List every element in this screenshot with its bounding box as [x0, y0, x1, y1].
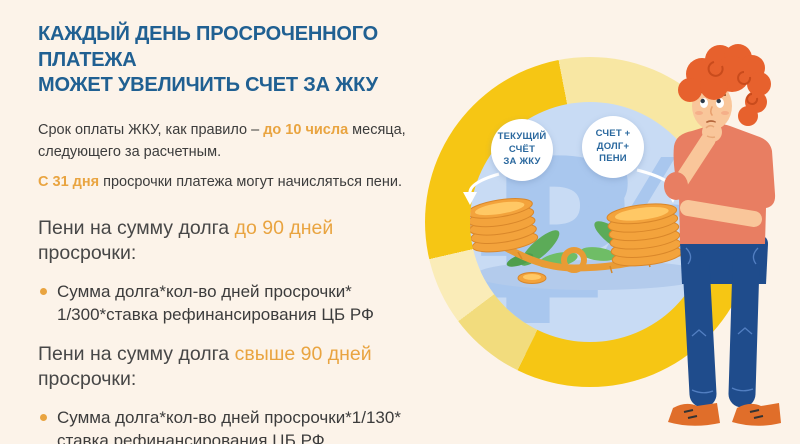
text-column: КАЖДЫЙ ДЕНЬ ПРОСРОЧЕННОГО ПЛАТЕЖА МОЖЕТ … [38, 22, 478, 444]
badge-left-line2: СЧЁТ [508, 143, 536, 155]
character-shirt [673, 124, 776, 244]
title-line-2: МОЖЕТ УВЕЛИЧИТЬ СЧЕТ ЗА ЖКУ [38, 74, 378, 97]
fallen-coin [517, 272, 547, 284]
badge-left-line3: ЗА ЖКУ [503, 156, 541, 168]
coin-stack-left [470, 198, 539, 253]
formula2-line2: ставка рефинансирования ЦБ РФ [57, 431, 325, 444]
character-jeans [680, 236, 768, 408]
intro-p1-tail: месяца, [348, 121, 406, 138]
section-heading-under-90-days: Пени на сумму долга до 90 дней просрочки… [38, 216, 478, 266]
badge-current-bill: ТЕКУЩИЙ СЧЁТ ЗА ЖКУ [491, 119, 553, 181]
intro-paragraph-penalty-start: С 31 дня просрочки платежа могут начисля… [38, 172, 478, 194]
badge-right-line1: СЧЕТ + [595, 128, 631, 140]
intro-p1-highlight: до 10 числа [263, 121, 349, 138]
formula1-text: Сумма долга*кол-во дней просрочки* 1/300… [57, 280, 374, 328]
formula2-text: Сумма долга*кол-во дней просрочки*1/130*… [57, 406, 401, 444]
seesaw-scale-illustration [470, 198, 709, 290]
section2-heading-line2: просрочки: [38, 367, 137, 390]
formula1-line1: Сумма долга*кол-во дней просрочки* [57, 281, 352, 301]
character-hair [678, 44, 771, 126]
bullet-dot-icon [40, 413, 47, 421]
intro-p2-text: просрочки платежа могут начисляться пени… [99, 174, 403, 191]
character-fist [702, 122, 722, 142]
intro-p2-highlight: С 31 дня [38, 174, 100, 191]
page-title: КАЖДЫЙ ДЕНЬ ПРОСРОЧЕННОГО ПЛАТЕЖА МОЖЕТ … [38, 22, 478, 99]
intro-paragraph-payment-deadline: Срок оплаты ЖКУ, как правило – до 10 чис… [38, 120, 478, 164]
intro-p1-line2: следующего за расчетным. [38, 143, 222, 160]
formula1-line2: 1/300*ставка рефинансирования ЦБ РФ [57, 305, 374, 325]
character-crossed-arm [680, 200, 762, 227]
section1-heading-text: Пени на сумму долга [38, 217, 235, 240]
intro-p1-text: Срок оплаты ЖКУ, как правило – [38, 121, 264, 138]
section1-heading-highlight: до 90 дней [234, 217, 334, 240]
section2-heading-highlight: свыше 90 дней [234, 343, 372, 366]
coin-stack-right [606, 203, 683, 267]
title-line-1: КАЖДЫЙ ДЕНЬ ПРОСРОЧЕННОГО ПЛАТЕЖА [38, 23, 379, 71]
character-sleeve [664, 172, 688, 200]
badge-bill-plus-debt: СЧЕТ + ДОЛГ+ ПЕНИ [582, 116, 644, 178]
formula-over-90-days: Сумма долга*кол-во дней просрочки*1/130*… [38, 406, 478, 444]
thinking-character-illustration [664, 44, 781, 426]
bullet-dot-icon [40, 287, 47, 295]
section1-heading-line2: просрочки: [38, 241, 137, 264]
character-shoes [668, 403, 781, 426]
section-heading-over-90-days: Пени на сумму долга свыше 90 дней просро… [38, 342, 478, 392]
badge-left-line1: ТЕКУЩИЙ [497, 131, 547, 143]
badge-right-line3: ПЕНИ [599, 153, 627, 165]
formula2-line1: Сумма долга*кол-во дней просрочки*1/130* [57, 407, 401, 427]
formula-under-90-days: Сумма долга*кол-во дней просрочки* 1/300… [38, 280, 478, 328]
badge-right-line2: ДОЛГ+ [596, 140, 630, 152]
section2-heading-text: Пени на сумму долга [38, 343, 235, 366]
